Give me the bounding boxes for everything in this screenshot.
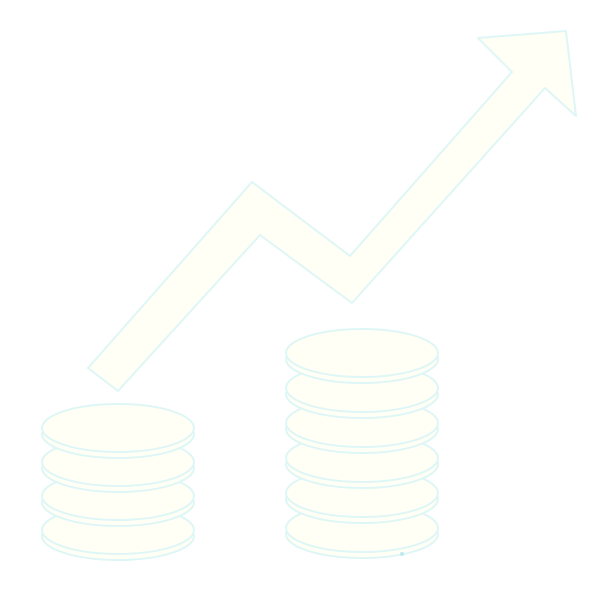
coin-face [285,328,439,378]
coin [41,403,195,459]
coin-stack-icon-right [285,328,439,559]
coin-face [41,403,195,453]
coin [285,328,439,384]
accent-dot [400,552,404,556]
trend-arrow-shape [87,30,577,392]
trend-arrow-icon [87,30,577,392]
coin-stack-icon-left [41,403,195,561]
